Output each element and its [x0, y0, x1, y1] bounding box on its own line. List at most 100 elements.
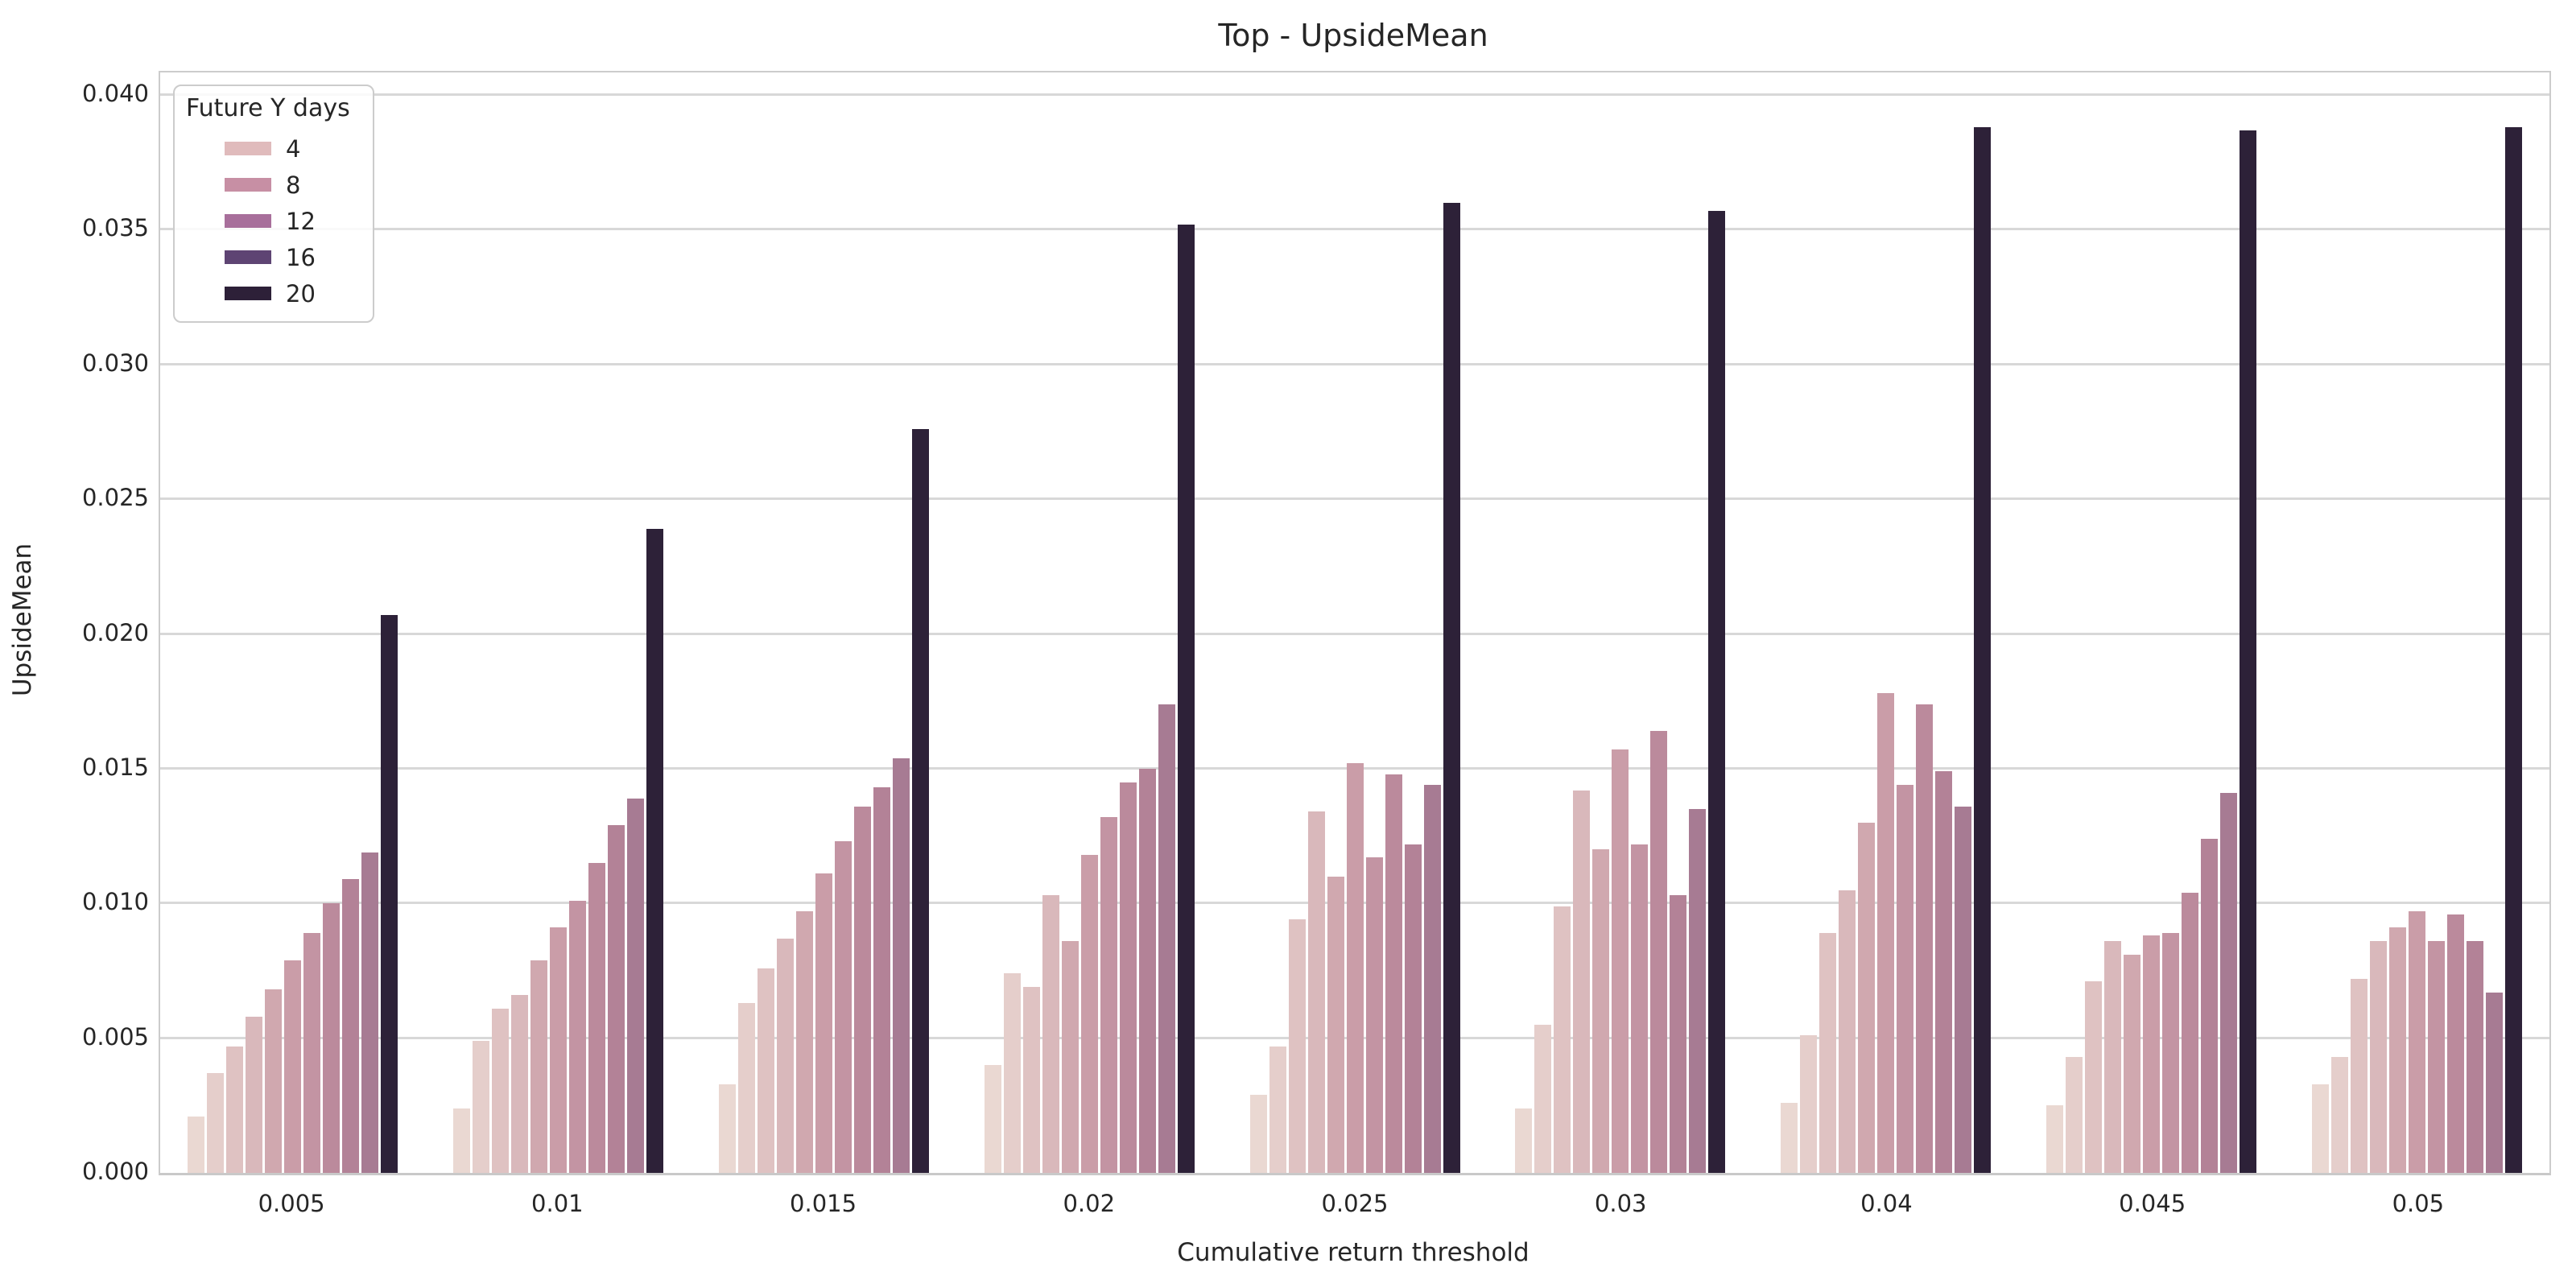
legend-label: 20	[286, 279, 316, 308]
legend-swatch	[225, 214, 271, 228]
bar	[2311, 1084, 2329, 1173]
bar	[2084, 981, 2102, 1173]
bar	[1423, 784, 1441, 1173]
bar	[1877, 693, 1895, 1173]
bar	[2446, 914, 2464, 1173]
bar	[1100, 817, 1117, 1173]
bar	[569, 900, 587, 1173]
bar	[1307, 811, 1325, 1173]
bar	[453, 1108, 471, 1173]
y-axis-label: UpsideMean	[8, 543, 37, 697]
bar	[834, 841, 852, 1173]
chart-title: Top - UpsideMean	[1218, 18, 1488, 53]
bar-group	[2018, 72, 2284, 1173]
bar	[2065, 1057, 2083, 1173]
x-tick-label: 0.005	[258, 1190, 325, 1217]
y-tick-label: 0.025	[81, 484, 149, 512]
bar	[1119, 782, 1137, 1173]
x-tick-label: 0.025	[1321, 1190, 1389, 1217]
bar	[1022, 987, 1040, 1173]
bar	[1612, 749, 1629, 1173]
bar	[608, 825, 625, 1173]
bar	[1573, 790, 1591, 1173]
legend-label: 8	[286, 171, 301, 199]
bar	[1955, 806, 1972, 1173]
bar	[2466, 941, 2483, 1173]
bar	[361, 852, 379, 1173]
bar	[1935, 771, 1953, 1173]
bar	[1158, 704, 1175, 1173]
bar	[1708, 210, 1726, 1173]
bar	[757, 968, 774, 1173]
y-tick-label: 0.005	[81, 1022, 149, 1051]
legend-swatch	[225, 178, 271, 192]
bar	[2239, 130, 2256, 1173]
y-tick-label: 0.030	[81, 349, 149, 377]
bar	[1177, 224, 1195, 1173]
bar	[1404, 844, 1422, 1173]
x-tick-label: 0.05	[2392, 1190, 2445, 1217]
legend-label: 4	[286, 134, 301, 163]
bar	[776, 938, 794, 1173]
bar	[2142, 935, 2160, 1173]
legend-row: 16	[186, 239, 373, 275]
bar	[342, 879, 360, 1173]
legend-rows: 4 8 12 16 20	[186, 130, 373, 312]
bar-group	[1222, 72, 1488, 1173]
bar	[1974, 127, 1992, 1173]
bar	[1670, 895, 1687, 1173]
x-tick-label: 0.04	[1860, 1190, 1913, 1217]
bar	[2123, 954, 2140, 1173]
bar	[246, 1016, 263, 1173]
x-tick-label: 0.03	[1594, 1190, 1647, 1217]
x-tick-label: 0.02	[1063, 1190, 1116, 1217]
bar	[2181, 892, 2198, 1173]
bar	[1554, 906, 1571, 1173]
bar	[1819, 933, 1837, 1173]
y-tick-label: 0.035	[81, 214, 149, 242]
y-tick-label: 0.040	[81, 80, 149, 107]
bar	[1288, 919, 1306, 1173]
bar	[1689, 809, 1707, 1173]
bar	[718, 1084, 736, 1173]
legend-title: Future Y days	[186, 94, 350, 122]
legend: Future Y days 4 8 12 16 20	[173, 85, 374, 323]
legend-row: 8	[186, 167, 373, 203]
bar	[188, 1116, 205, 1173]
bar	[1061, 941, 1079, 1173]
bar-group	[426, 72, 691, 1173]
bar	[2046, 1105, 2063, 1173]
legend-swatch	[225, 250, 271, 264]
y-gridline	[160, 362, 2549, 365]
x-tick-label: 0.01	[531, 1190, 584, 1217]
bars-layer	[160, 72, 2549, 1173]
bar	[2504, 127, 2522, 1173]
y-gridline	[160, 228, 2549, 231]
bar	[1365, 857, 1383, 1173]
bar	[1003, 973, 1021, 1173]
bar	[1631, 844, 1649, 1173]
bar	[381, 615, 398, 1173]
bar	[284, 960, 302, 1173]
bar	[1042, 895, 1059, 1173]
bar	[2427, 941, 2445, 1173]
bar	[2161, 933, 2179, 1173]
bar	[2219, 793, 2237, 1173]
y-tick-label: 0.015	[81, 753, 149, 781]
y-tick-label: 0.000	[81, 1158, 149, 1185]
bar-group	[160, 72, 426, 1173]
bar	[1249, 1094, 1267, 1173]
bar-group	[1488, 72, 1753, 1173]
bar	[873, 787, 890, 1173]
bar	[1346, 763, 1364, 1173]
bar-group	[956, 72, 1222, 1173]
bar	[323, 903, 341, 1173]
bar	[2408, 911, 2425, 1173]
bar	[473, 1040, 490, 1173]
bar	[646, 528, 664, 1173]
bar	[1781, 1102, 1798, 1173]
bar	[737, 1003, 755, 1173]
y-tick-label: 0.020	[81, 618, 149, 646]
x-tick-label: 0.045	[2119, 1190, 2186, 1217]
bar	[1138, 768, 1156, 1173]
